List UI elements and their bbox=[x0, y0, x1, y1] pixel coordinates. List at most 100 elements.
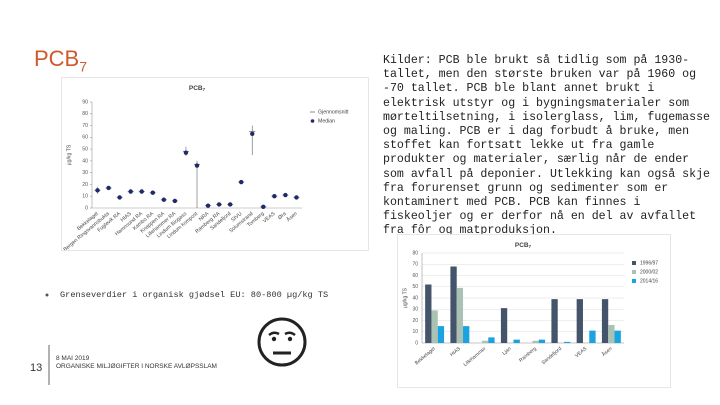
title-text: PCB bbox=[189, 85, 203, 92]
x-tick-label: Ramberg bbox=[518, 346, 538, 364]
bar bbox=[481, 340, 489, 343]
median-marker bbox=[216, 202, 222, 207]
y-tick-label: 40 bbox=[82, 158, 88, 164]
footer-date: 8 MAI 2019 bbox=[56, 355, 90, 362]
y-tick-label: 10 bbox=[412, 329, 418, 335]
bullet-dot bbox=[45, 293, 49, 297]
median-marker bbox=[139, 189, 144, 194]
bar bbox=[463, 326, 470, 343]
median-marker bbox=[261, 204, 266, 210]
legend-swatch bbox=[632, 270, 636, 274]
bar bbox=[456, 287, 464, 343]
footer-divider bbox=[48, 345, 50, 385]
bar bbox=[431, 310, 438, 343]
y-tick-label: 50 bbox=[82, 146, 88, 152]
x-tick-label: NRA bbox=[198, 211, 211, 223]
legend-label: 2000/02 bbox=[640, 269, 658, 275]
y-tick-label: 30 bbox=[412, 307, 418, 313]
title-subscript: 7 bbox=[203, 87, 206, 92]
y-tick-label: 80 bbox=[412, 250, 418, 256]
bar bbox=[437, 326, 445, 343]
median-marker bbox=[272, 194, 277, 199]
median-marker bbox=[95, 188, 100, 193]
face-icon bbox=[257, 317, 307, 367]
x-tick-label: Øra bbox=[277, 211, 288, 221]
bar bbox=[608, 325, 615, 343]
median-marker bbox=[250, 131, 255, 136]
y-tick-label: 80 bbox=[82, 111, 88, 117]
median-marker bbox=[239, 179, 244, 185]
bar bbox=[589, 330, 596, 343]
bar bbox=[601, 299, 609, 343]
median-marker bbox=[150, 190, 155, 195]
x-tick-label: Åsen bbox=[600, 345, 613, 358]
y-axis-label: µg/kg TS bbox=[402, 287, 408, 308]
y-tick-label: 0 bbox=[85, 205, 88, 211]
legend-swatch bbox=[632, 279, 636, 283]
y-tick-label: 20 bbox=[412, 318, 418, 324]
bar bbox=[564, 341, 571, 343]
bar bbox=[551, 299, 558, 343]
title-subscript: 7 bbox=[79, 58, 88, 75]
chart-title: PCB7 bbox=[515, 242, 532, 249]
bar bbox=[532, 340, 539, 343]
title-text: PCB bbox=[34, 46, 80, 71]
legend-label: Gjennomsnitt bbox=[318, 109, 349, 115]
bar bbox=[513, 339, 520, 343]
median-marker bbox=[183, 150, 189, 155]
slide-title: PCB7 bbox=[34, 46, 87, 74]
median-marker bbox=[283, 192, 288, 198]
y-axis-label: µg/kg TS bbox=[66, 144, 72, 165]
y-tick-label: 70 bbox=[412, 262, 418, 268]
chart: PCB7 µg/kg TS 0 10 20 30 40 50 60 70 80 Bekkelaget H… bbox=[397, 234, 671, 388]
y-tick-label: 20 bbox=[82, 182, 88, 188]
title-subscript: 7 bbox=[529, 244, 532, 249]
legend-label: 2014/16 bbox=[640, 278, 658, 284]
median-marker bbox=[205, 203, 211, 208]
median-marker bbox=[128, 189, 133, 194]
legend-label: Median bbox=[318, 118, 335, 124]
bar bbox=[425, 284, 432, 343]
y-tick-label: 40 bbox=[412, 295, 418, 301]
legend-swatch bbox=[632, 261, 636, 265]
median-marker bbox=[161, 197, 167, 202]
y-tick-label: 50 bbox=[412, 284, 418, 290]
bar bbox=[450, 266, 457, 343]
title-text: PCB bbox=[515, 242, 529, 249]
x-tick-label: Sandefjord bbox=[541, 346, 564, 366]
median-marker bbox=[172, 198, 178, 204]
x-tick-label: Bekkelaget bbox=[414, 346, 437, 367]
bullet-text: Grenseverdier i organisk gjødsel EU: 80-… bbox=[60, 290, 329, 300]
y-tick-label: 10 bbox=[82, 194, 88, 200]
y-tick-label: 30 bbox=[82, 170, 88, 176]
bar bbox=[500, 308, 508, 343]
bar bbox=[576, 299, 583, 343]
footer: 8 MAI 2019 ORGANISKE MILJØGIFTER I NORSKE… bbox=[56, 355, 217, 371]
page-number: 13 bbox=[30, 362, 43, 374]
y-tick-label: 60 bbox=[412, 273, 418, 279]
x-tick-label: Lillehammer bbox=[463, 346, 488, 368]
x-tick-label: VEAS bbox=[262, 211, 277, 225]
x-tick-label: VEAS bbox=[574, 346, 589, 360]
footer-text: ORGANISKE MILJØGIFTER I NORSKE AVLØPSSLA… bbox=[56, 363, 217, 370]
bar bbox=[538, 339, 546, 343]
y-tick-label: 0 bbox=[415, 340, 418, 346]
y-tick-label: 70 bbox=[82, 123, 88, 129]
y-tick-label: 60 bbox=[82, 135, 88, 141]
median-marker bbox=[294, 195, 299, 200]
median-marker bbox=[106, 185, 111, 191]
median-marker bbox=[194, 163, 200, 168]
x-tick-label: Åsen bbox=[285, 210, 299, 223]
paragraph: Kilder: PCB ble brukt så tidlig som på 1… bbox=[383, 54, 710, 238]
legend-swatch bbox=[310, 119, 315, 123]
chart-title: PCB7 bbox=[189, 85, 206, 92]
x-tick-label: HIAS bbox=[449, 346, 462, 359]
legend-label: 1996/97 bbox=[640, 260, 658, 266]
median-marker bbox=[227, 202, 233, 207]
y-tick-label: 90 bbox=[82, 99, 88, 105]
bar bbox=[488, 337, 495, 343]
x-tick-label: Ljan bbox=[501, 346, 512, 357]
bar bbox=[614, 330, 621, 343]
